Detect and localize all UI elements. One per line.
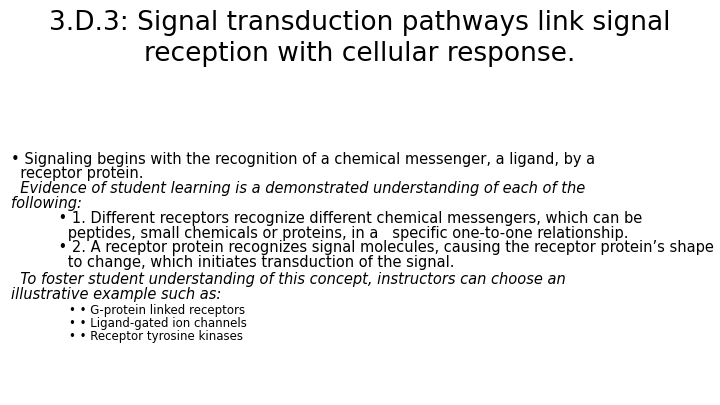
Text: • Signaling begins with the recognition of a chemical messenger, a ligand, by a: • Signaling begins with the recognition … [11, 152, 595, 167]
Text: 3.D.3: Signal transduction pathways link signal
reception with cellular response: 3.D.3: Signal transduction pathways link… [49, 10, 671, 67]
Text: • • G-protein linked receptors: • • G-protein linked receptors [54, 304, 245, 317]
Text: illustrative example such as:: illustrative example such as: [11, 287, 221, 302]
Text: • 2. A receptor protein recognizes signal molecules, causing the receptor protei: • 2. A receptor protein recognizes signa… [40, 240, 714, 255]
Text: following:: following: [11, 196, 81, 211]
Text: Evidence of student learning is a demonstrated understanding of each of the: Evidence of student learning is a demons… [11, 181, 585, 196]
Text: • • Ligand-gated ion channels: • • Ligand-gated ion channels [54, 317, 247, 330]
Text: to change, which initiates transduction of the signal.: to change, which initiates transduction … [40, 255, 454, 270]
Text: • • Receptor tyrosine kinases: • • Receptor tyrosine kinases [54, 330, 243, 343]
Text: receptor protein.: receptor protein. [11, 166, 143, 181]
Text: To foster student understanding of this concept, instructors can choose an: To foster student understanding of this … [11, 272, 565, 287]
Text: • 1. Different receptors recognize different chemical messengers, which can be: • 1. Different receptors recognize diffe… [40, 211, 642, 226]
Text: peptides, small chemicals or proteins, in a   specific one-to-one relationship.: peptides, small chemicals or proteins, i… [40, 226, 628, 241]
